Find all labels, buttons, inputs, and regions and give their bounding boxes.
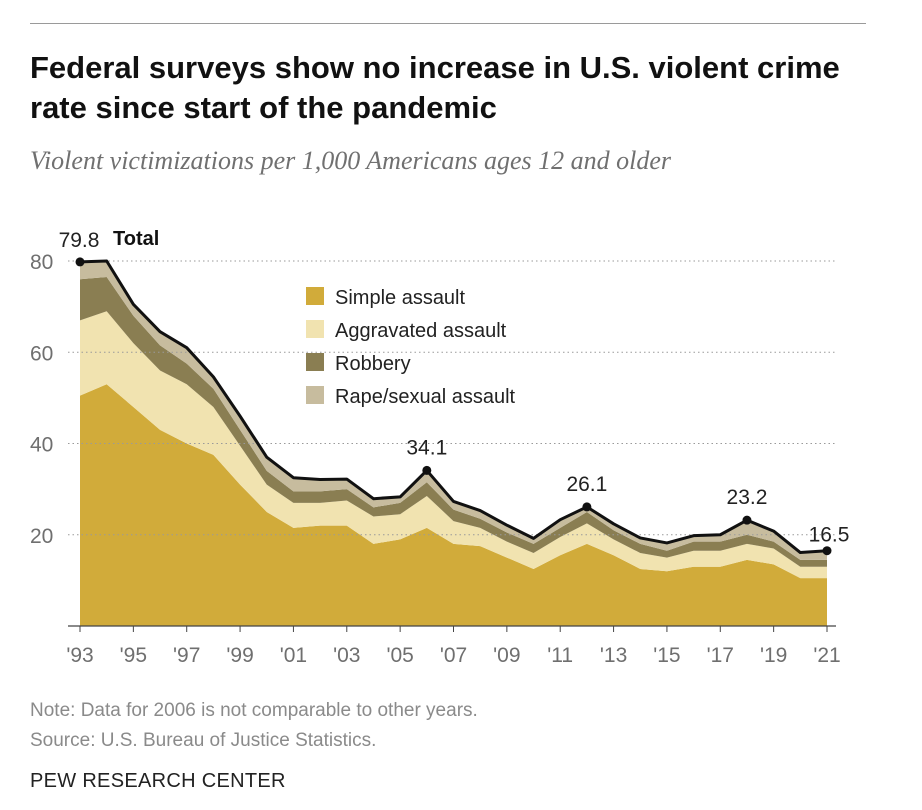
x-tick-label-2015: '15 (653, 644, 680, 667)
x-tick-label-1993: '93 (66, 644, 93, 667)
legend-label-0: Simple assault (335, 287, 466, 309)
x-tick-label-2017: '17 (707, 644, 734, 667)
x-tick-label-1995: '95 (120, 644, 147, 667)
area-simple-assault (80, 384, 827, 626)
brand-label: PEW RESEARCH CENTER (30, 770, 286, 792)
x-tick-label-2007: '07 (440, 644, 467, 667)
legend-swatch-0 (306, 287, 324, 305)
x-tick-label-2003: '03 (333, 644, 360, 667)
data-label-2021: 16.5 (809, 524, 850, 547)
x-tick-label-2011: '11 (547, 644, 573, 667)
total-marker-2021 (822, 546, 832, 556)
chart-note: Note: Data for 2006 is not comparable to… (30, 700, 478, 721)
x-tick-label-2021: '21 (813, 644, 840, 667)
total-series-label: Total (113, 228, 159, 250)
y-tick-label-20: 20 (30, 525, 53, 548)
data-label-2018: 23.2 (727, 486, 768, 509)
chart-subtitle: Violent victimizations per 1,000 America… (30, 146, 672, 175)
y-tick-label-80: 80 (30, 251, 53, 274)
total-marker-1993 (75, 257, 85, 267)
area-robbery (80, 276, 827, 567)
data-label-1993: 79.8 (59, 229, 100, 252)
x-tick-label-2009: '09 (493, 644, 520, 667)
total-line (79, 259, 828, 555)
area-aggravated-assault (80, 311, 827, 579)
x-tick-label-1997: '97 (173, 644, 200, 667)
area-rape-sexual-assault (80, 261, 827, 560)
total-marker-2012 (582, 502, 592, 512)
y-tick-label-60: 60 (30, 342, 53, 365)
total-marker-2006 (422, 465, 432, 475)
x-tick-label-2019: '19 (760, 644, 787, 667)
legend-swatch-3 (306, 386, 324, 404)
legend-swatch-1 (306, 320, 324, 338)
legend-swatch-2 (306, 353, 324, 371)
x-tick-label-1999: '99 (226, 644, 253, 667)
data-label-2006: 34.1 (406, 436, 447, 459)
chart-title: Federal surveys show no increase in U.S.… (30, 50, 840, 125)
y-tick-label-40: 40 (30, 434, 53, 457)
data-label-2012: 26.1 (566, 473, 607, 496)
legend-label-1: Aggravated assault (335, 320, 507, 342)
chart-source: Source: U.S. Bureau of Justice Statistic… (30, 730, 377, 751)
legend-label-2: Robbery (335, 353, 411, 375)
top-rule (30, 23, 866, 24)
x-tick-label-2013: '13 (600, 644, 627, 667)
x-tick-label-2005: '05 (386, 644, 413, 667)
legend-label-3: Rape/sexual assault (335, 386, 516, 408)
x-tick-label-2001: '01 (280, 644, 307, 667)
total-marker-2018 (742, 515, 752, 525)
